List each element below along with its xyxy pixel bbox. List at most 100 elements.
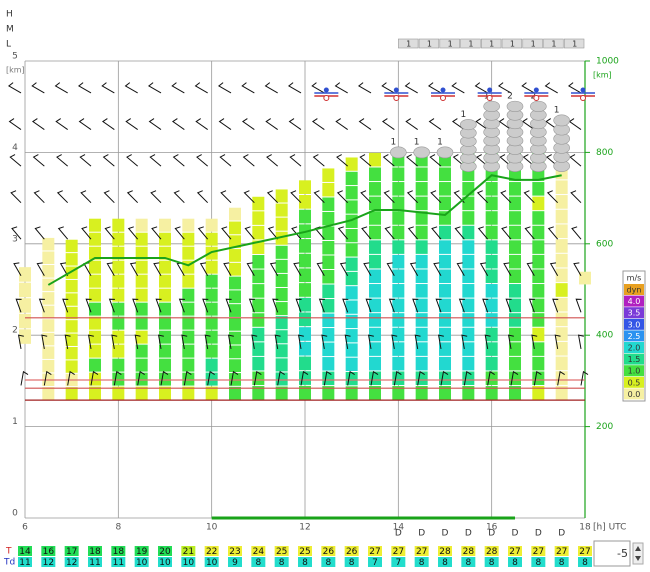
td-value: 11 — [89, 558, 100, 568]
cloud-count: 1 — [414, 137, 420, 147]
speed-cell — [555, 327, 568, 341]
utc-offset[interactable]: -5 — [617, 547, 628, 560]
speed-cell — [229, 262, 241, 276]
layer-label: H — [6, 10, 13, 20]
speed-cell — [89, 274, 101, 288]
wind-barb — [427, 82, 442, 94]
speed-cell — [275, 217, 288, 231]
speed-cell — [532, 269, 545, 284]
legend-label: 0.0 — [628, 390, 641, 399]
speed-cell — [19, 329, 31, 344]
td-cell — [41, 557, 56, 567]
wind-barb — [381, 118, 395, 130]
y-tick-label: 3 — [12, 234, 18, 244]
wind-barb — [127, 226, 139, 240]
speed-cell — [112, 218, 125, 232]
wind-barb — [7, 82, 22, 94]
speed-cell — [345, 300, 358, 314]
speed-cell — [579, 271, 591, 285]
t-value: 22 — [206, 547, 217, 557]
wind-barb — [9, 154, 22, 167]
d-mark: D — [418, 529, 425, 539]
t-value: 18 — [89, 547, 101, 557]
speed-cell — [439, 211, 451, 225]
wind-barb — [528, 298, 535, 313]
speed-cell — [159, 330, 171, 344]
speed-cell — [555, 195, 568, 209]
speed-cell — [229, 304, 241, 317]
layer-label: L — [6, 40, 11, 50]
weather-icon-dot — [393, 87, 399, 93]
weather-icon-dot — [487, 87, 493, 93]
speed-cell — [275, 259, 288, 273]
speed-cell — [205, 246, 218, 260]
speed-cell — [252, 240, 265, 255]
t-cell — [484, 546, 499, 556]
wind-barb — [476, 190, 489, 204]
wind-barb — [428, 118, 442, 130]
speed-cell — [555, 209, 568, 224]
wind-barb — [148, 118, 162, 130]
speed-cell — [65, 320, 78, 333]
weather-icon-ring — [533, 94, 540, 101]
td-value: 7 — [395, 558, 401, 568]
td-value: 8 — [302, 558, 308, 568]
td-cell — [134, 557, 149, 567]
count-box — [480, 38, 502, 49]
speed-cell — [485, 327, 498, 342]
t-cell — [251, 546, 266, 556]
wind-barb — [293, 262, 302, 277]
wind-barb — [474, 82, 488, 94]
speed-cell — [229, 276, 241, 290]
speed-cell — [439, 386, 451, 400]
wind-barb — [160, 370, 169, 386]
offset-box[interactable] — [593, 540, 631, 567]
wind-barb — [129, 262, 139, 277]
legend-swatch — [624, 365, 644, 377]
wind-barb — [300, 370, 309, 386]
td-cell — [414, 557, 429, 567]
speed-cell — [485, 356, 498, 371]
speed-cell — [532, 298, 545, 313]
speed-cell — [252, 313, 265, 327]
wind-barb — [312, 154, 325, 167]
wind-barb — [218, 118, 232, 130]
speed-cell — [345, 171, 358, 186]
wind-barb — [56, 190, 69, 204]
y-tick-label: 1 — [12, 417, 18, 427]
wind-barb — [382, 154, 395, 167]
cloud — [553, 114, 570, 127]
offset-spinner[interactable] — [632, 542, 644, 565]
wind-barb — [126, 190, 139, 204]
speed-cell — [135, 358, 148, 372]
legend-swatch — [624, 307, 644, 319]
speed-cell — [112, 246, 125, 260]
speed-cell — [392, 240, 405, 254]
x-tick-label: 8 — [115, 523, 121, 533]
td-cell — [531, 557, 546, 567]
speed-cell — [112, 372, 125, 386]
wind-barb — [8, 118, 22, 130]
speed-cell — [509, 225, 521, 240]
wind-barb — [573, 262, 582, 277]
wind-barb — [456, 262, 465, 277]
t-cell — [438, 546, 452, 556]
wind-barb — [102, 154, 115, 167]
speed-cell — [415, 254, 428, 269]
speed-cell — [532, 225, 545, 240]
speed-cell — [229, 235, 241, 249]
speed-cell — [369, 298, 381, 313]
speed-cell — [159, 288, 171, 302]
speed-cell — [369, 167, 381, 182]
speed-cell — [345, 257, 358, 271]
wind-barb — [113, 370, 122, 386]
wind-barb — [178, 298, 185, 313]
t-cell — [274, 546, 289, 556]
speed-cell — [89, 232, 101, 246]
wind-barb — [253, 370, 262, 386]
wind-barb — [429, 154, 442, 167]
wind-barb — [269, 262, 279, 277]
y2-unit: [km] — [593, 71, 612, 80]
t-value: 21 — [183, 547, 194, 557]
speed-cell — [462, 327, 475, 342]
